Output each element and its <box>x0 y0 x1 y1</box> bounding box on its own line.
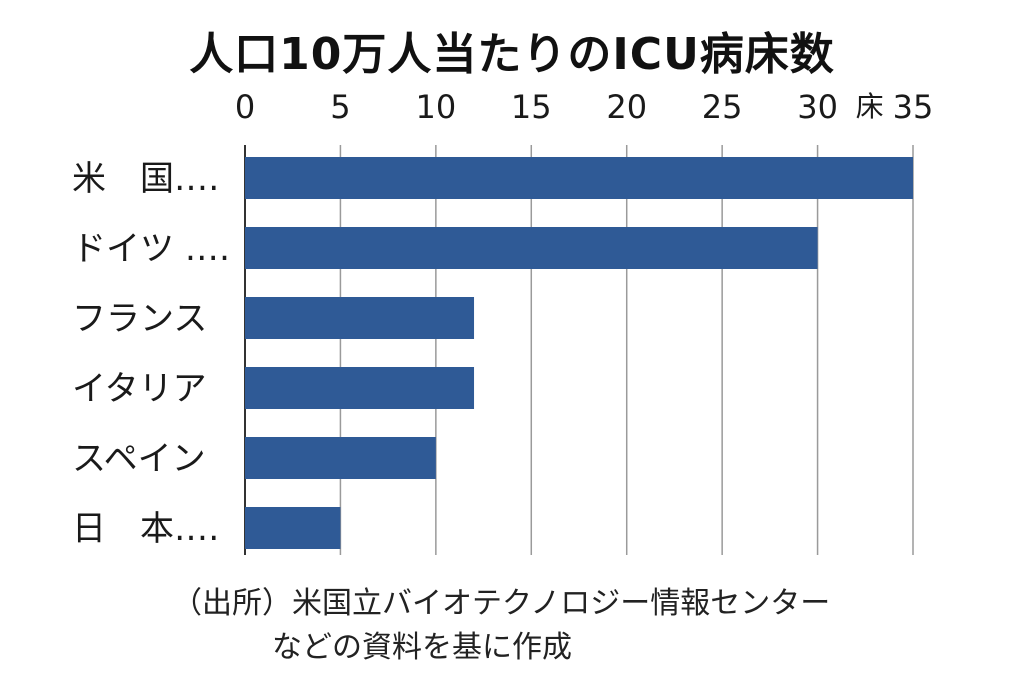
bar <box>245 507 341 549</box>
bar <box>245 367 475 409</box>
x-tick-label: 0 <box>235 88 255 126</box>
category-label: 日 本‥‥ <box>72 509 219 549</box>
bar <box>245 157 913 199</box>
bar <box>245 297 475 339</box>
source-line-2: などの資料を基に作成 <box>272 630 572 665</box>
x-unit-label: 床 <box>856 90 884 123</box>
x-tick-label: 35 <box>893 88 934 126</box>
x-tick-label: 25 <box>702 88 743 126</box>
x-tick-label: 15 <box>511 88 552 126</box>
source-line-1: （出所）米国立バイオテクノロジー情報センター <box>172 586 831 621</box>
x-tick-label: 30 <box>797 88 838 126</box>
chart-title: 人口10万人当たりのICU病床数 <box>189 29 835 80</box>
bar <box>245 437 436 479</box>
category-label: イタリア <box>72 369 207 409</box>
category-label: スペイン <box>72 439 206 479</box>
category-label: フランス <box>72 299 207 339</box>
x-tick-label: 10 <box>415 88 456 126</box>
category-label: ドイツ ‥‥ <box>72 229 230 269</box>
bar <box>245 227 818 269</box>
bars <box>245 157 913 549</box>
x-tick-label: 5 <box>330 88 350 126</box>
category-label: 米 国‥‥ <box>72 159 219 199</box>
x-tick-label: 20 <box>606 88 647 126</box>
grid-lines <box>244 145 914 555</box>
source-note: （出所）米国立バイオテクノロジー情報センター などの資料を基に作成 <box>172 582 830 670</box>
axis: 0 5 10 15 20 25 30 35 床 <box>235 88 934 126</box>
